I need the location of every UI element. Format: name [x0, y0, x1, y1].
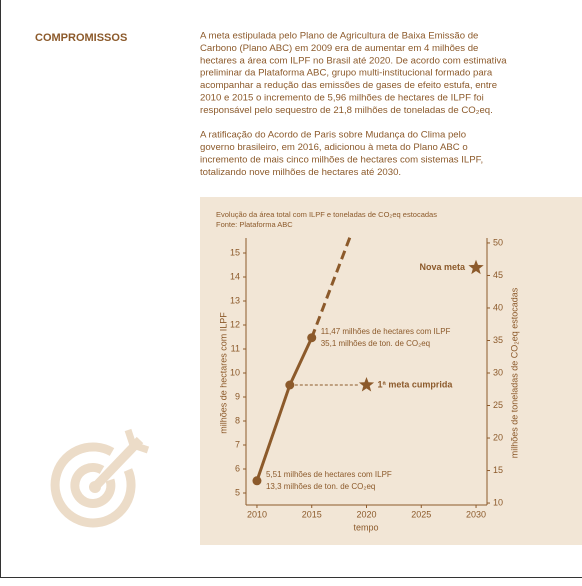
- paragraph-line: Carbono (Plano ABC) em 2009 era de aumen…: [200, 43, 478, 54]
- point: [307, 333, 317, 343]
- chart-box: [200, 197, 582, 545]
- paragraph-line: governo brasileiro, em 2016, adicionou à…: [200, 142, 468, 153]
- y-tick-label: 6: [235, 463, 240, 473]
- y-tick-label: 15: [230, 247, 240, 257]
- y-axis-label: milhões de hectares com ILPF: [218, 312, 228, 434]
- y2-tick-label: 50: [493, 237, 503, 247]
- series-line: [310, 236, 352, 339]
- point: [252, 476, 262, 486]
- paragraph-line: A ratificação do Acordo de Paris sobre M…: [200, 130, 466, 141]
- y-tick-label: 5: [235, 487, 240, 497]
- x-axis-label: tempo: [353, 522, 378, 532]
- annotation: Nova meta: [420, 262, 467, 272]
- target-center: [89, 481, 101, 493]
- paragraph-line: hectares a área com ILPF no Brasil até 2…: [200, 55, 507, 66]
- y-tick-label: 8: [235, 415, 240, 425]
- target-icon: [50, 428, 150, 528]
- y2-tick-label: 40: [493, 302, 503, 312]
- y-tick-label: 12: [230, 319, 240, 329]
- paragraph-line: acompanhar a redução das emissões de gas…: [200, 80, 497, 91]
- y-tick-label: 11: [231, 343, 240, 353]
- x-tick-label: 2020: [356, 509, 376, 519]
- point-label: 5,51 milhões de hectares com ILPF: [266, 470, 392, 479]
- point-label: 11,47 milhões de hectares com ILPF: [321, 327, 451, 336]
- y2-tick-label: 15: [493, 465, 503, 475]
- x-tick-label: 2030: [466, 509, 486, 519]
- chart-title: Evolução da área total com ILPF e tonela…: [216, 210, 437, 219]
- y2-tick-label: 30: [493, 367, 503, 377]
- y-tick-label: 13: [230, 295, 240, 305]
- y2-tick-label: 20: [493, 432, 503, 442]
- star: [358, 377, 375, 392]
- y2-tick-label: 10: [493, 497, 503, 507]
- paragraph-line: A meta estipulada pelo Plano de Agricult…: [200, 31, 478, 42]
- y2-tick-label: 35: [493, 335, 503, 345]
- point-label: 35,1 milhões de ton. de CO₂eq: [321, 339, 430, 348]
- y-tick-label: 10: [230, 367, 240, 377]
- paragraph-line: incremento de mais cinco milhões de hect…: [200, 155, 483, 166]
- y2-tick-label: 25: [493, 400, 503, 410]
- y2-axis-label: milhões de toneladas de CO₂eq estocadas: [509, 287, 519, 458]
- paragraph-line: 2010 e 2015 o incremento de 5,96 milhões…: [200, 93, 484, 104]
- paragraph-line: preliminar da Plataforma ABC, grupo mult…: [200, 68, 493, 79]
- x-tick-label: 2025: [411, 509, 431, 519]
- annotation: 1ª meta cumprida: [378, 379, 454, 389]
- y-tick-label: 14: [230, 271, 240, 281]
- y2-tick-label: 45: [493, 270, 503, 280]
- heading: COMPROMISSOS: [35, 32, 127, 44]
- x-tick-label: 2015: [302, 509, 322, 519]
- paragraph-line: totalizando nove milhões de hectares até…: [200, 167, 401, 178]
- chart-subtitle: Fonte: Plataforma ABC: [216, 220, 293, 229]
- point-label: 13,3 milhões de ton. de CO₂eq: [266, 482, 375, 491]
- y-tick-label: 9: [235, 391, 240, 401]
- x-tick-label: 2010: [247, 509, 267, 519]
- y-tick-label: 7: [235, 439, 240, 449]
- star: [468, 259, 484, 275]
- paragraph-line: responsável pelo sequestro de 21,8 milhõ…: [200, 105, 493, 116]
